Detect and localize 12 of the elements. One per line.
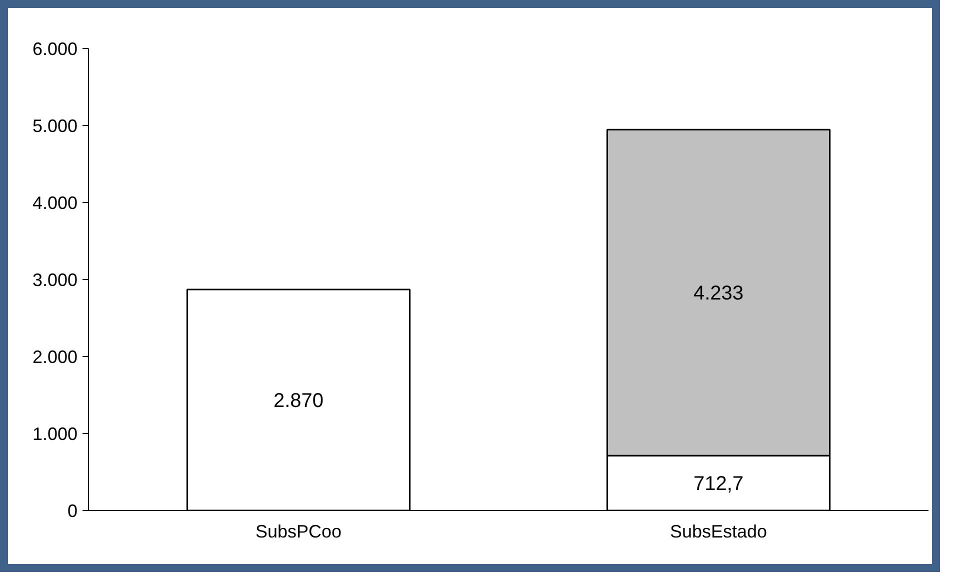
y-tick-label: 1.000 [32,424,78,444]
data-label: 4.233 [693,282,744,305]
y-tick-label: 5.000 [32,116,78,136]
y-tick-label: 4.000 [32,193,78,213]
x-tick-label: SubsEstado [670,522,768,542]
x-tick-label: SubsPCoo [255,522,342,542]
y-tick-label: 6.000 [32,39,78,59]
y-tick-label: 0 [67,501,78,521]
data-label: 712,7 [693,473,744,496]
y-tick-label: 2.000 [32,347,78,367]
data-label: 2.870 [273,390,324,412]
y-tick-label: 3.000 [32,270,78,290]
